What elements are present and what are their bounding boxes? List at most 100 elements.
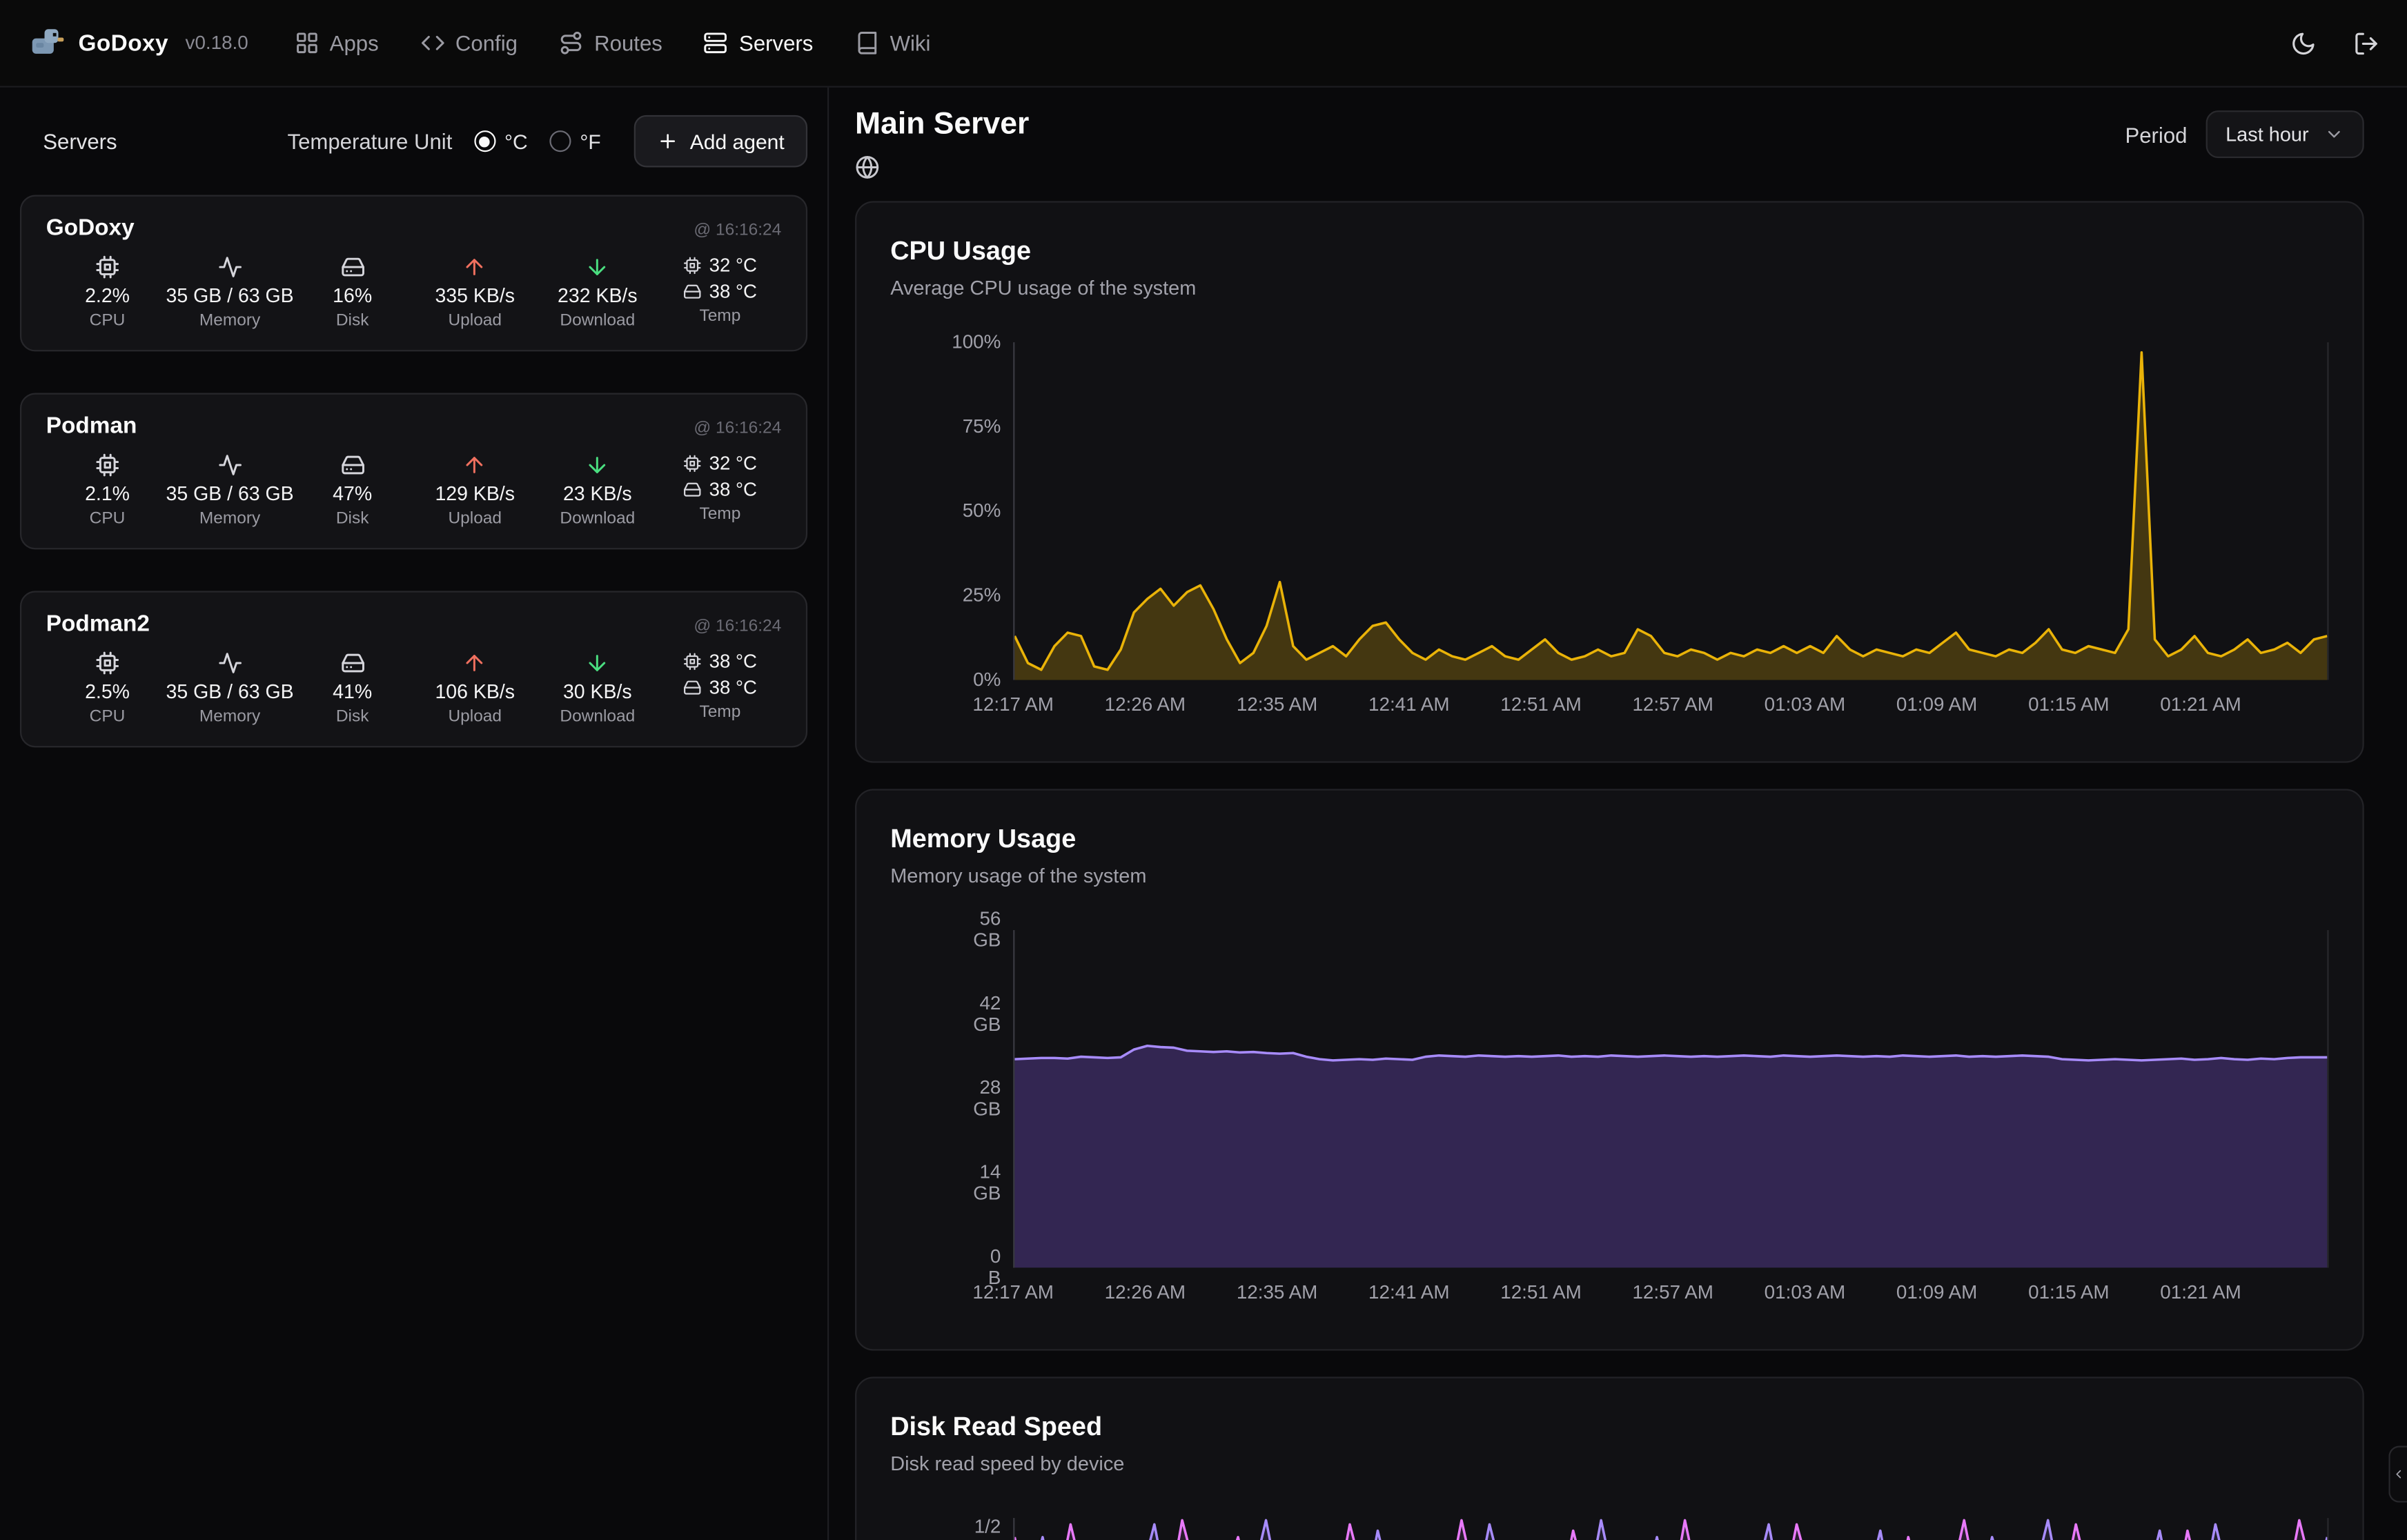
arrow-up-icon bbox=[462, 255, 487, 279]
chart-title: Memory Usage bbox=[890, 825, 2328, 855]
cpu-icon bbox=[95, 255, 120, 279]
disk-temp-row: 38 °C bbox=[683, 479, 757, 500]
activity-icon bbox=[217, 255, 242, 279]
stat-label: CPU bbox=[90, 510, 126, 529]
period-control: Period Last hour bbox=[2125, 110, 2364, 158]
cpu-temp-row: 38 °C bbox=[683, 651, 757, 672]
theme-toggle-moon-icon[interactable] bbox=[2290, 30, 2317, 56]
memory-usage-chart: 56 GB42 GB28 GB14 GB0 B bbox=[1013, 930, 2328, 1267]
x-axis-label: 01:15 AM bbox=[2028, 693, 2110, 715]
stat-value: 47% bbox=[333, 482, 372, 504]
radio-option-celsius[interactable]: °C bbox=[474, 130, 528, 152]
stat-value: 2.5% bbox=[85, 680, 130, 702]
grid-icon bbox=[295, 30, 320, 55]
stat-label: Upload bbox=[448, 510, 502, 529]
cpu-chart-svg bbox=[1014, 342, 2327, 680]
arrow-down-icon bbox=[585, 453, 610, 477]
server-card-header: Podman @ 16:16:24 bbox=[46, 413, 782, 439]
server-card-godoxy[interactable]: GoDoxy @ 16:16:24 2.2% CPU 35 GB / 63 GB… bbox=[20, 195, 807, 352]
arrow-down-icon bbox=[585, 651, 610, 675]
server-list: GoDoxy @ 16:16:24 2.2% CPU 35 GB / 63 GB… bbox=[0, 183, 827, 801]
nav-item-wiki[interactable]: Wiki bbox=[854, 30, 930, 55]
period-value: Last hour bbox=[2226, 123, 2309, 146]
logout-icon[interactable] bbox=[2353, 30, 2379, 56]
nav-item-servers[interactable]: Servers bbox=[704, 30, 813, 55]
server-card-header: Podman2 @ 16:16:24 bbox=[46, 611, 782, 637]
y-axis-label: 42 GB bbox=[973, 992, 1001, 1036]
cpu-temp-value: 38 °C bbox=[709, 651, 757, 672]
chevron-left-icon bbox=[2392, 1468, 2406, 1481]
cpu-icon bbox=[683, 256, 702, 275]
stat-download: 23 KB/s Download bbox=[536, 453, 659, 528]
stat-value: 41% bbox=[333, 680, 372, 702]
server-card-podman[interactable]: Podman @ 16:16:24 2.1% CPU 35 GB / 63 GB… bbox=[20, 393, 807, 549]
stat-label: Upload bbox=[448, 707, 502, 726]
radio-label: °F bbox=[580, 130, 600, 152]
x-axis-label: 01:15 AM bbox=[2028, 1281, 2110, 1303]
stat-value: 106 KB/s bbox=[435, 680, 515, 702]
radio-option-fahrenheit[interactable]: °F bbox=[549, 130, 601, 152]
collapse-panel-handle[interactable] bbox=[2388, 1445, 2407, 1502]
cpu-temp-value: 32 °C bbox=[709, 453, 757, 474]
stat-label: Memory bbox=[199, 312, 260, 330]
chart-subtitle: Average CPU usage of the system bbox=[890, 276, 2328, 299]
stat-upload: 335 KB/s Upload bbox=[413, 255, 536, 330]
stat-value: 35 GB / 63 GB bbox=[166, 482, 294, 504]
main-content: Main Server Period Last hour CPU Usage A… bbox=[830, 88, 2407, 1540]
radio-celsius[interactable] bbox=[474, 130, 495, 152]
nav-item-apps[interactable]: Apps bbox=[295, 30, 379, 55]
server-stats: 2.1% CPU 35 GB / 63 GB Memory 47% Disk bbox=[46, 453, 782, 528]
stat-value: 2.1% bbox=[85, 482, 130, 504]
disk-read-chart: 1/2 MB/s bbox=[1013, 1518, 2328, 1540]
server-name: GoDoxy bbox=[46, 215, 135, 241]
server-card-podman2[interactable]: Podman2 @ 16:16:24 2.5% CPU 35 GB / 63 G… bbox=[20, 591, 807, 747]
period-label: Period bbox=[2125, 122, 2187, 147]
temperature-unit-radio-group: °C °F bbox=[474, 130, 601, 152]
stat-disk: 16% Disk bbox=[291, 255, 414, 330]
stat-value: 2.2% bbox=[85, 284, 130, 307]
stat-label: Upload bbox=[448, 312, 502, 330]
x-axis-label: 01:03 AM bbox=[1765, 693, 1846, 715]
y-axis-label: 50% bbox=[963, 500, 1001, 522]
nav-item-routes[interactable]: Routes bbox=[559, 30, 662, 55]
server-title-block: Main Server bbox=[855, 108, 1029, 188]
hard-drive-icon bbox=[340, 651, 365, 675]
stat-value: 30 KB/s bbox=[563, 680, 632, 702]
servers-sidebar: Servers Temperature Unit °C °F Add agent bbox=[0, 88, 829, 1540]
chart-subtitle: Memory usage of the system bbox=[890, 864, 2328, 887]
hard-drive-icon bbox=[683, 480, 702, 499]
x-axis-label: 12:41 AM bbox=[1368, 1281, 1450, 1303]
x-axis-label: 12:51 AM bbox=[1500, 1281, 1582, 1303]
nav-item-config[interactable]: Config bbox=[420, 30, 518, 55]
radio-fahrenheit[interactable] bbox=[549, 130, 571, 152]
hard-drive-icon bbox=[683, 678, 702, 697]
x-axis-label: 12:35 AM bbox=[1237, 693, 1318, 715]
memory-usage-card: Memory Usage Memory usage of the system … bbox=[855, 789, 2364, 1350]
disk-temp-value: 38 °C bbox=[709, 677, 757, 698]
main-header: Main Server Period Last hour bbox=[855, 108, 2364, 188]
activity-icon bbox=[217, 453, 242, 477]
stat-disk: 47% Disk bbox=[291, 453, 414, 528]
server-icon bbox=[704, 30, 729, 55]
y-axis-label: 25% bbox=[963, 584, 1001, 606]
nav-label: Apps bbox=[330, 30, 379, 55]
stat-label: Temp bbox=[699, 703, 740, 722]
disk-temp-row: 38 °C bbox=[683, 677, 757, 698]
stat-value: 35 GB / 63 GB bbox=[166, 284, 294, 307]
chevron-down-icon bbox=[2324, 124, 2344, 144]
stat-label: Download bbox=[560, 707, 635, 726]
radio-label: °C bbox=[504, 130, 528, 152]
add-agent-button[interactable]: Add agent bbox=[635, 115, 807, 168]
x-axis-label: 12:17 AM bbox=[972, 693, 1054, 715]
nav-label: Servers bbox=[739, 30, 813, 55]
x-axis-label: 12:17 AM bbox=[972, 1281, 1054, 1303]
cpu-temp-row: 32 °C bbox=[683, 255, 757, 276]
x-axis-label: 12:51 AM bbox=[1500, 693, 1582, 715]
x-axis-label: 12:26 AM bbox=[1105, 1281, 1186, 1303]
server-card-header: GoDoxy @ 16:16:24 bbox=[46, 215, 782, 241]
sidebar-header: Servers Temperature Unit °C °F Add agent bbox=[0, 88, 827, 183]
x-axis-label: 12:35 AM bbox=[1237, 1281, 1318, 1303]
disk-chart-svg bbox=[1014, 1518, 2327, 1540]
period-dropdown[interactable]: Last hour bbox=[2205, 110, 2364, 158]
y-axis-label: 14 GB bbox=[973, 1161, 1001, 1205]
